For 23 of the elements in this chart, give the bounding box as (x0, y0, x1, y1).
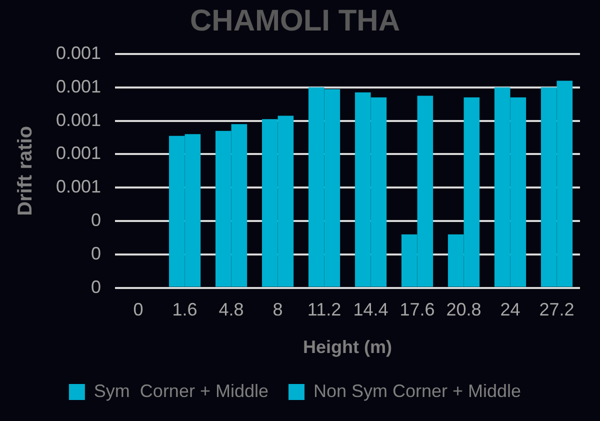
x-tick-label: 27.2 (539, 300, 574, 320)
y-axis-title: Drift ratio (14, 126, 37, 216)
y-tick-label: 0 (91, 243, 102, 264)
x-tick-label: 20.8 (446, 300, 482, 320)
x-tick-label: 4.8 (218, 300, 244, 320)
y-tick-label: 0.001 (56, 42, 102, 63)
x-tick-label: 8 (272, 300, 283, 320)
y-tick-label: 0 (91, 276, 102, 297)
x-tick-label: 11.2 (307, 300, 342, 320)
x-tick-label: 14.4 (353, 300, 388, 320)
x-tick-label: 1.6 (172, 300, 198, 320)
y-tick-label: 0.001 (56, 110, 102, 130)
x-tick-label: 24 (500, 300, 520, 320)
x-axis-title: Height (m) (303, 337, 392, 358)
chart-title: CHAMOLI THA (190, 4, 400, 38)
legend-label: Sym Corner + Middle (94, 380, 268, 401)
y-tick-label: 0.001 (56, 76, 102, 96)
y-tick-label: 0 (91, 210, 102, 230)
y-tick-label: 0.001 (56, 143, 102, 164)
x-tick-label: 0 (133, 300, 144, 320)
legend-label: Non Sym Corner + Middle (313, 380, 522, 401)
x-tick-label: 17.6 (400, 300, 435, 320)
y-tick-label: 0.001 (56, 176, 102, 197)
